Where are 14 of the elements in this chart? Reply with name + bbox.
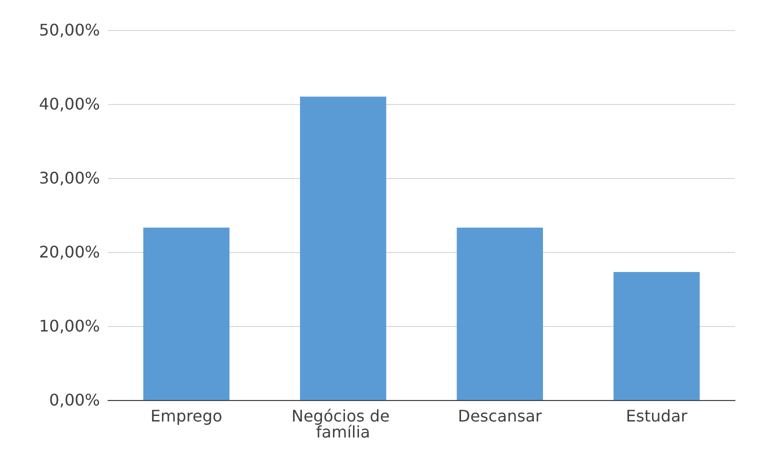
y-tick-label: 0,00% — [49, 390, 100, 410]
y-tick-label: 10,00% — [38, 316, 100, 336]
x-tick-label: Negócios de família — [291, 406, 395, 442]
x-tick-label: Emprego — [150, 406, 222, 426]
y-tick-label: 50,00% — [38, 20, 100, 40]
x-tick-label: Descansar — [458, 406, 542, 426]
bar — [143, 228, 230, 400]
y-tick-label: 30,00% — [38, 168, 100, 188]
x-tick-label: Estudar — [626, 406, 688, 426]
bar — [456, 228, 543, 400]
y-tick-label: 20,00% — [38, 242, 100, 262]
bar — [300, 96, 386, 400]
y-tick-label: 40,00% — [38, 94, 100, 114]
bar — [614, 272, 700, 400]
